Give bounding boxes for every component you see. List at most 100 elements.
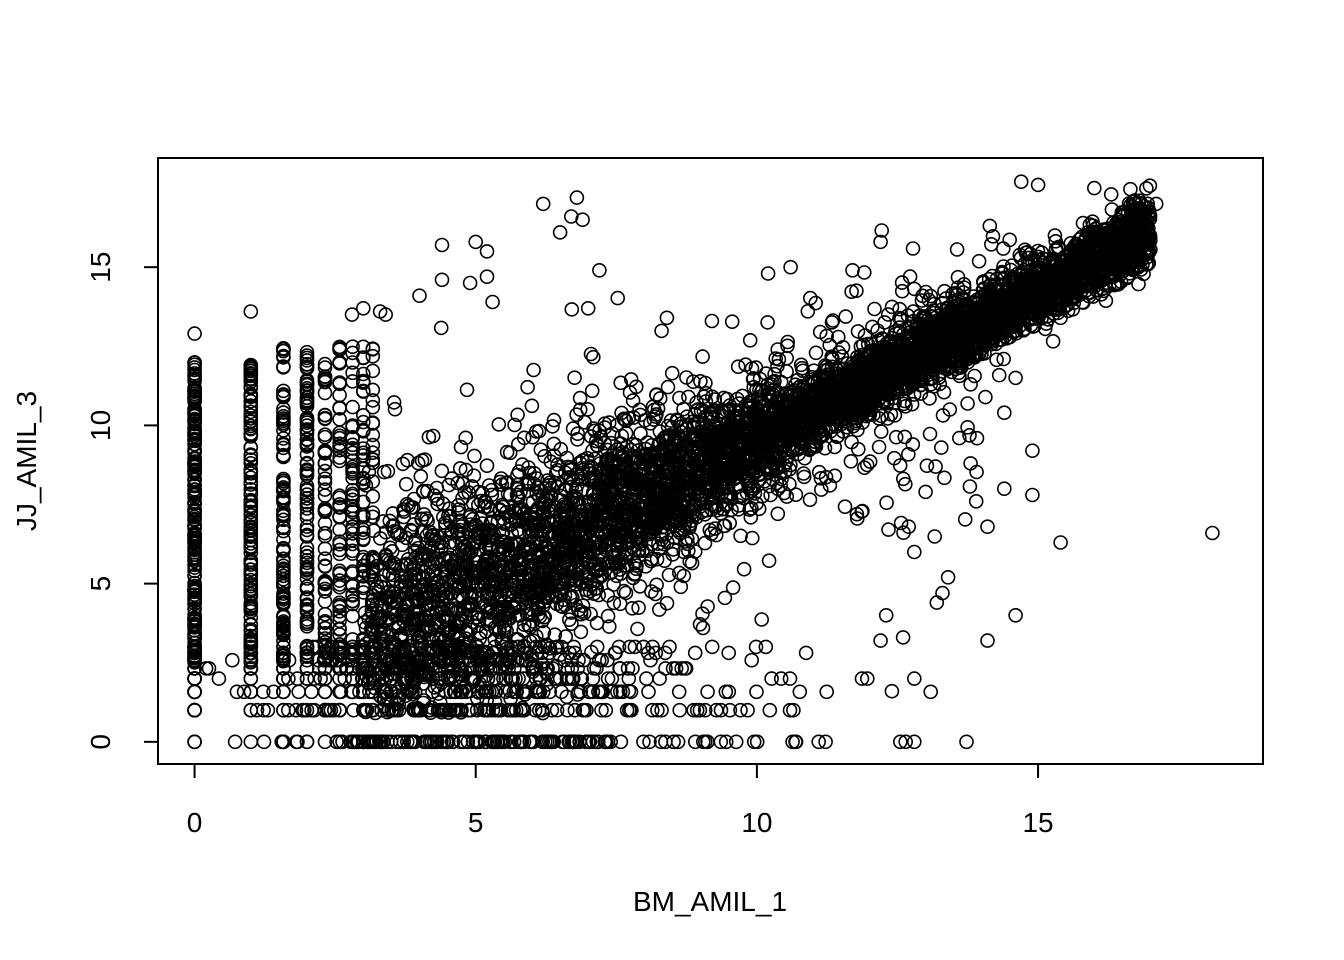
data-point	[187, 612, 202, 627]
data-point	[321, 702, 337, 718]
data-point	[299, 597, 315, 613]
data-point	[376, 464, 392, 480]
data-point	[276, 609, 291, 625]
data-point	[888, 429, 904, 445]
data-point	[299, 422, 315, 437]
data-point	[187, 487, 202, 503]
data-point	[493, 471, 509, 486]
data-point	[276, 626, 291, 641]
data-point	[299, 374, 315, 389]
data-point	[471, 685, 486, 700]
data-point	[561, 612, 577, 628]
data-point	[187, 541, 202, 556]
data-point	[243, 504, 259, 520]
data-point	[365, 427, 381, 443]
data-point	[620, 661, 636, 676]
data-point	[704, 405, 720, 421]
data-point	[355, 374, 371, 390]
data-point	[333, 684, 349, 700]
data-point	[290, 671, 305, 686]
data-point	[650, 702, 665, 718]
data-point	[355, 414, 371, 430]
data-point	[299, 545, 315, 560]
data-point	[468, 734, 484, 750]
data-point	[892, 734, 908, 750]
data-point	[749, 734, 765, 750]
data-point	[365, 488, 381, 504]
data-point	[187, 639, 202, 655]
data-point	[276, 417, 291, 433]
data-point	[430, 496, 445, 512]
data-point	[187, 420, 202, 436]
data-point	[317, 356, 333, 372]
data-point	[441, 705, 456, 720]
data-point	[276, 401, 291, 417]
data-point	[740, 702, 755, 718]
data-point	[345, 431, 360, 447]
data-point	[355, 580, 371, 596]
data-point	[243, 380, 259, 396]
data-point	[642, 734, 657, 750]
data-point	[276, 360, 291, 375]
data-point	[369, 734, 385, 750]
data-point	[187, 567, 202, 583]
data-point	[355, 552, 371, 568]
data-point	[299, 390, 315, 406]
data-point	[355, 407, 371, 423]
data-point	[274, 734, 290, 750]
data-point	[904, 396, 920, 412]
data-point	[325, 639, 340, 655]
data-point	[548, 658, 564, 674]
data-point	[243, 447, 259, 462]
data-point	[313, 671, 328, 686]
data-point	[680, 536, 696, 552]
data-point	[452, 461, 468, 476]
data-point	[299, 455, 315, 471]
data-point	[187, 671, 202, 686]
data-point	[365, 341, 381, 357]
data-point	[350, 734, 366, 750]
data-point	[733, 702, 748, 718]
data-point	[782, 671, 798, 686]
data-point	[445, 734, 461, 750]
data-point	[744, 530, 760, 546]
data-point	[317, 620, 333, 636]
data-point	[718, 734, 734, 750]
data-point	[295, 702, 310, 718]
data-point	[389, 734, 404, 750]
data-point	[317, 551, 333, 567]
data-point	[746, 734, 762, 750]
data-point	[1142, 178, 1158, 193]
data-point	[299, 734, 315, 750]
data-point	[343, 734, 359, 750]
data-point	[355, 339, 371, 355]
data-point	[695, 734, 711, 750]
data-point	[317, 456, 333, 472]
data-point	[424, 700, 440, 715]
data-point	[598, 702, 614, 718]
data-point	[576, 652, 592, 668]
data-point	[281, 671, 296, 686]
points-layer	[187, 174, 1220, 750]
data-point	[187, 496, 202, 512]
data-point	[299, 614, 315, 630]
data-point	[434, 704, 449, 720]
data-point	[345, 463, 360, 479]
data-point	[187, 432, 202, 448]
data-point	[317, 558, 333, 574]
data-point	[276, 565, 291, 580]
data-point	[594, 684, 609, 700]
data-point	[355, 476, 371, 491]
data-point	[299, 571, 315, 586]
data-point	[361, 464, 377, 480]
data-point	[660, 379, 676, 395]
data-point	[243, 361, 259, 377]
data-point	[477, 734, 493, 750]
data-point	[573, 671, 589, 686]
data-point	[288, 702, 304, 718]
data-point	[187, 661, 202, 676]
data-point	[243, 404, 259, 420]
data-point	[355, 350, 371, 366]
data-point	[276, 586, 291, 601]
data-point	[307, 702, 322, 718]
